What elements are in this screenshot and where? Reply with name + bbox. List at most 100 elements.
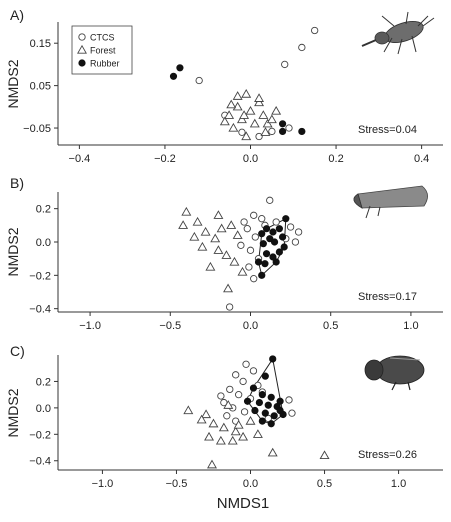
- point-forest: [213, 245, 224, 254]
- x-tick-label: 0.5: [323, 320, 338, 332]
- point-forest: [262, 118, 273, 128]
- point-rubber: [261, 409, 269, 417]
- point-forest: [258, 110, 269, 119]
- point-rubber: [261, 260, 269, 268]
- bark-beetle-leg: [377, 206, 381, 217]
- point-forest: [204, 431, 215, 441]
- legend-marker: [77, 44, 87, 54]
- point-ctcs: [268, 127, 276, 136]
- point-ctcs: [238, 128, 246, 136]
- point-rubber: [176, 64, 184, 72]
- point-rubber: [278, 120, 287, 128]
- point-ctcs: [264, 414, 272, 423]
- point-forest: [254, 93, 265, 102]
- point-forest: [196, 414, 207, 424]
- point-ctcs: [249, 367, 258, 375]
- panel-b: B) NMDS2 −1.0 −0.5 0.0 0.5 1.0 −0.4 −0.2 0.0 0.2 St…: [5, 175, 443, 332]
- y-tick-label: 0.15: [30, 38, 51, 50]
- point-ctcs: [245, 263, 253, 271]
- x-tick-label: −0.2: [154, 153, 176, 165]
- point-rubber: [267, 420, 275, 428]
- y-tick-label: 0.2: [36, 376, 51, 388]
- point-forest: [197, 241, 208, 251]
- x-tick-label: 0.0: [243, 153, 258, 165]
- point-rubber: [298, 127, 306, 136]
- point-ctcs: [288, 409, 296, 417]
- x-tick-label: 0.0: [243, 320, 258, 332]
- point-ctcs: [195, 76, 203, 85]
- point-rubber: [282, 215, 290, 223]
- point-forest: [230, 426, 241, 436]
- y-tick-label: −0.2: [29, 429, 51, 441]
- point-forest: [216, 223, 227, 233]
- point-ctcs: [240, 408, 249, 416]
- weevil-leg: [381, 15, 395, 27]
- point-ctcs: [294, 228, 303, 236]
- y-tick-label: 0.0: [36, 237, 51, 249]
- ambrosia-beetle-highlight: [389, 357, 421, 361]
- point-rubber: [251, 406, 259, 415]
- point-rubber: [269, 355, 277, 363]
- point-rubber: [262, 225, 271, 233]
- point-ctcs: [311, 26, 319, 35]
- point-ctcs: [251, 233, 259, 241]
- bark-beetle-head: [353, 193, 363, 209]
- point-forest: [241, 88, 252, 98]
- point-rubber: [275, 248, 283, 256]
- x-tick-label: −0.5: [159, 320, 181, 332]
- point-ctcs: [246, 246, 255, 254]
- point-rubber: [243, 397, 252, 405]
- stress-label: Stress=0.04: [358, 124, 417, 136]
- point-rubber: [276, 406, 284, 415]
- series-rubber: [243, 355, 287, 428]
- y-tick-label: −0.4: [29, 304, 51, 316]
- y-tick-label: −0.2: [29, 270, 51, 282]
- point-forest: [260, 127, 271, 136]
- point-forest: [192, 216, 203, 226]
- point-ctcs: [226, 385, 234, 394]
- point-rubber: [259, 240, 267, 248]
- panel-label: A): [10, 7, 24, 23]
- point-rubber: [258, 230, 266, 238]
- bark-beetle-icon: [353, 185, 428, 219]
- point-ctcs: [225, 303, 234, 311]
- x-axis-label: NMDS1: [217, 495, 270, 512]
- y-tick-label: 0.05: [30, 81, 51, 93]
- point-forest: [205, 261, 216, 271]
- point-forest: [228, 122, 239, 132]
- point-rubber: [258, 391, 266, 399]
- y-tick-label: −0.05: [23, 123, 51, 135]
- x-tick-label: 1.0: [403, 320, 418, 332]
- point-forest: [271, 105, 282, 115]
- point-rubber: [278, 127, 287, 136]
- panel-label: B): [10, 175, 24, 191]
- point-rubber: [249, 384, 258, 392]
- panel-label: C): [10, 343, 25, 359]
- series-forest: [183, 400, 330, 469]
- point-forest: [213, 210, 224, 219]
- series-forest: [219, 88, 282, 141]
- point-forest: [267, 447, 278, 457]
- series-rubber: [254, 215, 290, 279]
- point-rubber: [258, 417, 266, 425]
- point-ctcs: [272, 218, 280, 226]
- point-forest: [207, 459, 217, 469]
- weevil-snout: [361, 39, 377, 47]
- series-ctcs: [195, 26, 319, 141]
- point-rubber: [270, 412, 278, 420]
- point-forest: [239, 110, 250, 119]
- point-forest: [219, 116, 230, 126]
- x-tick-label: −1.0: [79, 320, 101, 332]
- x-tick-label: 0.0: [243, 478, 258, 490]
- point-forest: [189, 231, 200, 241]
- point-ctcs: [223, 412, 231, 420]
- point-ctcs: [250, 275, 258, 283]
- point-forest: [215, 435, 226, 445]
- legend-label: Rubber: [90, 59, 120, 69]
- point-forest: [181, 206, 192, 216]
- point-forest: [226, 220, 237, 229]
- point-ctcs: [237, 241, 245, 249]
- y-tick-label: 0.0: [36, 403, 51, 415]
- point-forest: [245, 105, 256, 115]
- point-ctcs: [255, 132, 263, 141]
